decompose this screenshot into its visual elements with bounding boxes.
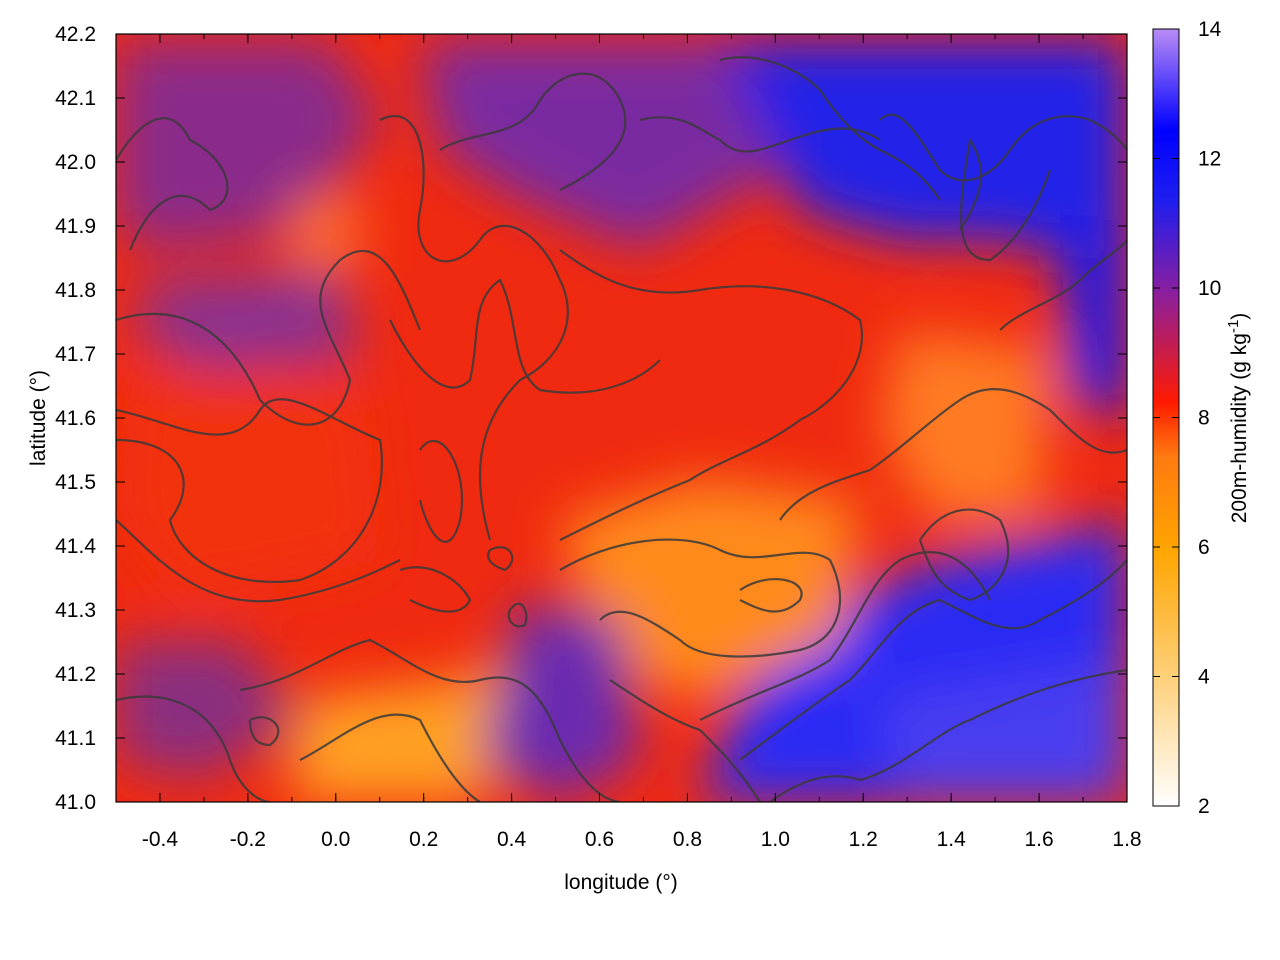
northwest-orange-spots (290, 190, 360, 270)
purple-lower-mid (480, 600, 640, 802)
contour-line (248, 716, 280, 747)
blue-east-edge (1060, 220, 1127, 420)
x-tick-label: 0.8 (673, 828, 702, 851)
contour-line (739, 578, 803, 613)
contour-line (116, 398, 383, 584)
y-tick-label: 41.9 (55, 215, 96, 238)
contour-line (116, 519, 401, 603)
contour-line (779, 388, 1127, 521)
contour-line (507, 602, 528, 628)
contour-line (639, 116, 881, 153)
orange-central (560, 480, 860, 700)
contour-line (379, 115, 569, 541)
x-tick-label: 1.0 (761, 828, 790, 851)
blue-northeast (720, 40, 1127, 270)
y-tick-label: 41.0 (55, 791, 96, 814)
sea-violet (880, 660, 1127, 802)
contour-line (299, 713, 481, 802)
x-tick-label: -0.4 (142, 828, 179, 851)
contour-line (918, 508, 1010, 602)
x-tick-label: 0.2 (409, 828, 438, 851)
contour-line (559, 538, 842, 658)
y-tick-label: 41.2 (55, 663, 96, 686)
colorbar-tick-label: 10 (1198, 277, 1221, 300)
heatmap-field (116, 34, 1127, 802)
orange-east (880, 330, 1050, 520)
y-tick-label: 42.2 (55, 23, 96, 46)
colorbar-tick-label: 8 (1198, 407, 1210, 430)
y-tick-label: 41.3 (55, 599, 96, 622)
y-tick-label: 41.5 (55, 471, 96, 494)
contour-line (559, 249, 863, 541)
contour-line (769, 668, 1127, 802)
contour-line (719, 56, 941, 201)
contour-line (418, 439, 464, 543)
contour-line (116, 695, 271, 802)
contour-line (116, 117, 229, 251)
colorbar-tick-label: 4 (1198, 666, 1210, 689)
contour-line (116, 249, 422, 426)
y-tick-label: 41.6 (55, 407, 96, 430)
y-tick-label: 41.8 (55, 279, 96, 302)
contour-line (879, 113, 1127, 182)
purple-lower-west (116, 640, 300, 780)
contour-line (739, 559, 1127, 761)
contour-line (999, 239, 1127, 331)
colorbar-tick-label: 12 (1198, 148, 1221, 171)
x-tick-label: 0.4 (497, 828, 527, 851)
y-tick-label: 42.1 (55, 87, 96, 110)
y-axis: 41.0 41.1 41.2 41.3 41.4 41.5 41.6 41.7 41.8 41.9… (55, 23, 1127, 814)
colorbar-tick-label: 14 (1198, 18, 1222, 41)
contour-line (609, 679, 761, 802)
contour-line (699, 551, 991, 721)
x-tick-label: -0.2 (230, 828, 266, 851)
colorbar-tick-label: 2 (1198, 795, 1210, 818)
y-axis-label: latitude (°) (27, 370, 50, 466)
colorbar-axis: 2 4 6 8 10 12 14 (1153, 18, 1222, 818)
purple-band-west (130, 270, 360, 370)
contour-lines (116, 56, 1127, 802)
x-tick-label: 1.6 (1024, 828, 1053, 851)
colorbar-label: 200m-humidity (g kg-1) (1225, 313, 1252, 524)
x-axis: -0.4 -0.2 0.0 0.2 0.4 0.6 0.8 1.0 1.2 1.4 1.6 1.8 (115, 34, 1142, 851)
x-axis-label: longitude (°) (564, 871, 677, 894)
contour-line (487, 546, 514, 572)
contour-line (439, 72, 627, 191)
x-tick-label: 0.6 (585, 828, 614, 851)
contour-line (399, 566, 472, 613)
x-tick-label: 1.2 (849, 828, 878, 851)
contour-line (389, 278, 661, 394)
y-tick-label: 41.4 (55, 535, 96, 558)
y-tick-label: 41.1 (55, 727, 96, 750)
purple-band-north (420, 40, 780, 250)
x-tick-label: 1.8 (1112, 828, 1141, 851)
y-tick-label: 42.0 (55, 151, 96, 174)
x-tick-label: 0.0 (321, 828, 350, 851)
contour-line (239, 638, 621, 802)
red-west-plateau (120, 370, 380, 600)
x-tick-label: 1.4 (937, 828, 967, 851)
contour-line (959, 137, 1052, 262)
colorbar-tick-label: 6 (1198, 536, 1210, 559)
y-tick-label: 41.7 (55, 343, 96, 366)
